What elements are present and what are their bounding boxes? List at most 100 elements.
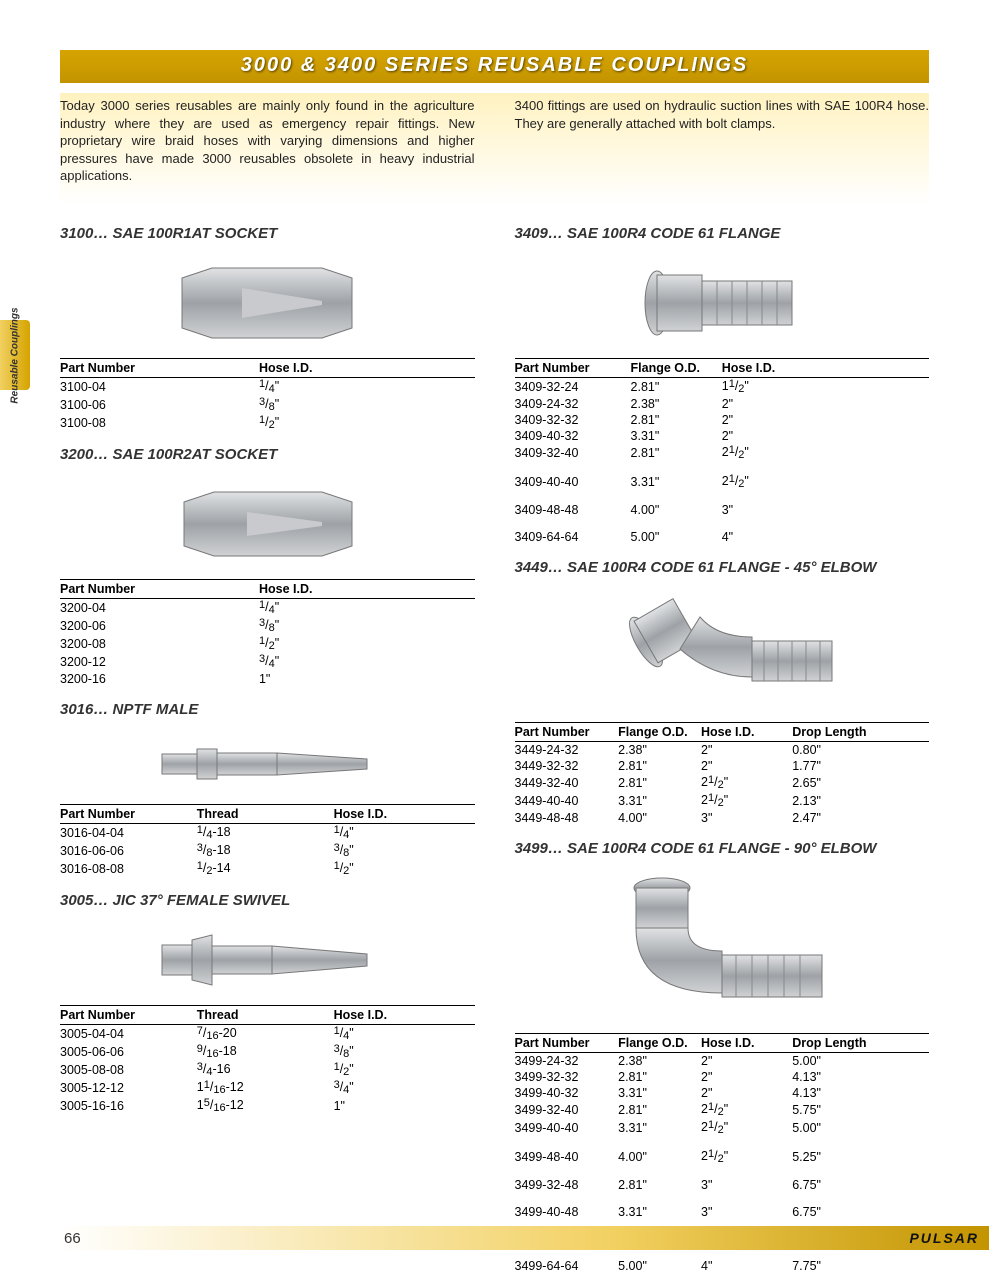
- image-3005: [60, 915, 475, 1005]
- cell-pn: 3499-32-40: [515, 1101, 619, 1119]
- cell-pn: 3005-06-06: [60, 1043, 197, 1061]
- cell-pn: 3499-48-40: [515, 1137, 619, 1166]
- cell-hose: 11/2": [722, 377, 929, 396]
- table-row: 3016-04-041/4-181/4": [60, 823, 475, 842]
- cell-pn: 3409-40-40: [515, 462, 631, 491]
- title-3449: 3449… SAE 100R4 CODE 61 FLANGE - 45° ELB…: [515, 559, 930, 576]
- table-3409: Part Number Flange O.D. Hose I.D. 3409-3…: [515, 358, 930, 545]
- table-row: 3499-64-645.00"4"7.75": [515, 1247, 930, 1274]
- table-row: 3499-32-482.81"3"6.75": [515, 1166, 930, 1193]
- cell-thr: 11/16-12: [197, 1079, 334, 1097]
- cell-fod: 5.00": [631, 518, 722, 545]
- cell-fod: 2.81": [618, 1069, 701, 1085]
- table-row: 3200-161": [60, 671, 475, 687]
- cell-hose: 1/2": [259, 414, 475, 432]
- cell-drop: 5.25": [792, 1137, 929, 1166]
- image-3100: [60, 248, 475, 358]
- cell-pn: 3409-64-64: [515, 518, 631, 545]
- col-thread: Thread: [197, 1005, 334, 1024]
- cell-hose: 21/2": [701, 1119, 792, 1137]
- cell-hose: 3": [722, 491, 929, 518]
- cell-fod: 2.81": [631, 377, 722, 396]
- side-tab-label: Reusable Couplings: [10, 307, 21, 403]
- cell-hose: 3": [701, 1166, 792, 1193]
- cell-hose: 21/2": [701, 1137, 792, 1166]
- image-3499: [515, 863, 930, 1033]
- table-3005: Part Number Thread Hose I.D. 3005-04-047…: [60, 1005, 475, 1115]
- page-content: 3000 & 3400 SERIES REUSABLE COUPLINGS To…: [60, 50, 929, 1220]
- cell-pn: 3200-08: [60, 635, 259, 653]
- cell-hose: 1/2": [334, 860, 475, 878]
- cell-hose: 2": [722, 428, 929, 444]
- col-flange: Flange O.D.: [631, 358, 722, 377]
- table-row: 3499-48-404.00"21/2"5.25": [515, 1137, 930, 1166]
- cell-hose: 2": [701, 758, 792, 774]
- image-3449: [515, 582, 930, 722]
- cell-hose: 1": [259, 671, 475, 687]
- table-row: 3499-24-322.38"2"5.00": [515, 1052, 930, 1069]
- cell-fod: 2.81": [618, 774, 701, 792]
- table-row: 3409-24-322.38"2": [515, 396, 930, 412]
- cell-pn: 3100-04: [60, 377, 259, 396]
- cell-drop: 6.75": [792, 1166, 929, 1193]
- table-3449: Part Number Flange O.D. Hose I.D. Drop L…: [515, 722, 930, 826]
- cell-pn: 3499-32-32: [515, 1069, 619, 1085]
- cell-hose: 3/8": [259, 617, 475, 635]
- cell-hose: 4": [722, 518, 929, 545]
- cell-hose: 3/8": [259, 396, 475, 414]
- table-row: 3499-40-403.31"21/2"5.00": [515, 1119, 930, 1137]
- cell-drop: 2.13": [792, 792, 929, 810]
- cell-drop: 5.00": [792, 1052, 929, 1069]
- table-row: 3499-40-323.31"2"4.13": [515, 1085, 930, 1101]
- table-row: 3409-64-645.00"4": [515, 518, 930, 545]
- cell-pn: 3016-04-04: [60, 823, 197, 842]
- title-3005: 3005… JIC 37° FEMALE SWIVEL: [60, 892, 475, 909]
- cell-hose: 3": [701, 810, 792, 826]
- cell-fod: 2.38": [618, 1052, 701, 1069]
- col-part: Part Number: [515, 1033, 619, 1052]
- title-3100: 3100… SAE 100R1AT SOCKET: [60, 225, 475, 242]
- cell-hose: 4": [701, 1247, 792, 1274]
- col-part: Part Number: [60, 1005, 197, 1024]
- table-3200: Part Number Hose I.D. 3200-041/4"3200-06…: [60, 579, 475, 687]
- cell-hose: 21/2": [701, 1101, 792, 1119]
- col-hoseid: Hose I.D.: [701, 1033, 792, 1052]
- table-row: 3409-40-403.31"21/2": [515, 462, 930, 491]
- cell-hose: 2": [722, 412, 929, 428]
- cell-fod: 2.81": [618, 1166, 701, 1193]
- cell-pn: 3005-12-12: [60, 1079, 197, 1097]
- cell-drop: 5.00": [792, 1119, 929, 1137]
- table-row: 3005-06-069/16-183/8": [60, 1043, 475, 1061]
- col-hoseid: Hose I.D.: [259, 358, 475, 377]
- cell-pn: 3449-40-40: [515, 792, 619, 810]
- intro-left: Today 3000 series reusables are mainly o…: [60, 97, 475, 185]
- col-hoseid: Hose I.D.: [334, 1005, 475, 1024]
- col-part: Part Number: [60, 579, 259, 598]
- cell-fod: 2.38": [618, 741, 701, 758]
- cell-pn: 3409-32-32: [515, 412, 631, 428]
- cell-thr: 3/4-16: [197, 1061, 334, 1079]
- col-drop: Drop Length: [792, 1033, 929, 1052]
- cell-drop: 0.80": [792, 741, 929, 758]
- table-row: 3409-48-484.00"3": [515, 491, 930, 518]
- cell-fod: 3.31": [618, 1193, 701, 1220]
- cell-pn: 3409-48-48: [515, 491, 631, 518]
- table-row: 3449-48-484.00"3"2.47": [515, 810, 930, 826]
- cell-pn: 3100-06: [60, 396, 259, 414]
- table-3100: Part Number Hose I.D. 3100-041/4"3100-06…: [60, 358, 475, 432]
- col-hoseid: Hose I.D.: [701, 722, 792, 741]
- cell-hose: 1/4": [334, 823, 475, 842]
- col-hoseid: Hose I.D.: [722, 358, 929, 377]
- cell-hose: 1": [334, 1097, 475, 1115]
- table-row: 3016-06-063/8-183/8": [60, 842, 475, 860]
- col-hoseid: Hose I.D.: [334, 804, 475, 823]
- cell-pn: 3499-64-64: [515, 1247, 619, 1274]
- cell-thr: 1/2-14: [197, 860, 334, 878]
- intro-right: 3400 fittings are used on hydraulic suct…: [515, 97, 930, 185]
- cell-pn: 3499-32-48: [515, 1166, 619, 1193]
- intro-row: Today 3000 series reusables are mainly o…: [60, 93, 929, 205]
- cell-thr: 15/16-12: [197, 1097, 334, 1115]
- right-column: 3409… SAE 100R4 CODE 61 FLANGE Part Numb…: [515, 211, 930, 1274]
- cell-hose: 2": [701, 741, 792, 758]
- cell-fod: 2.81": [618, 758, 701, 774]
